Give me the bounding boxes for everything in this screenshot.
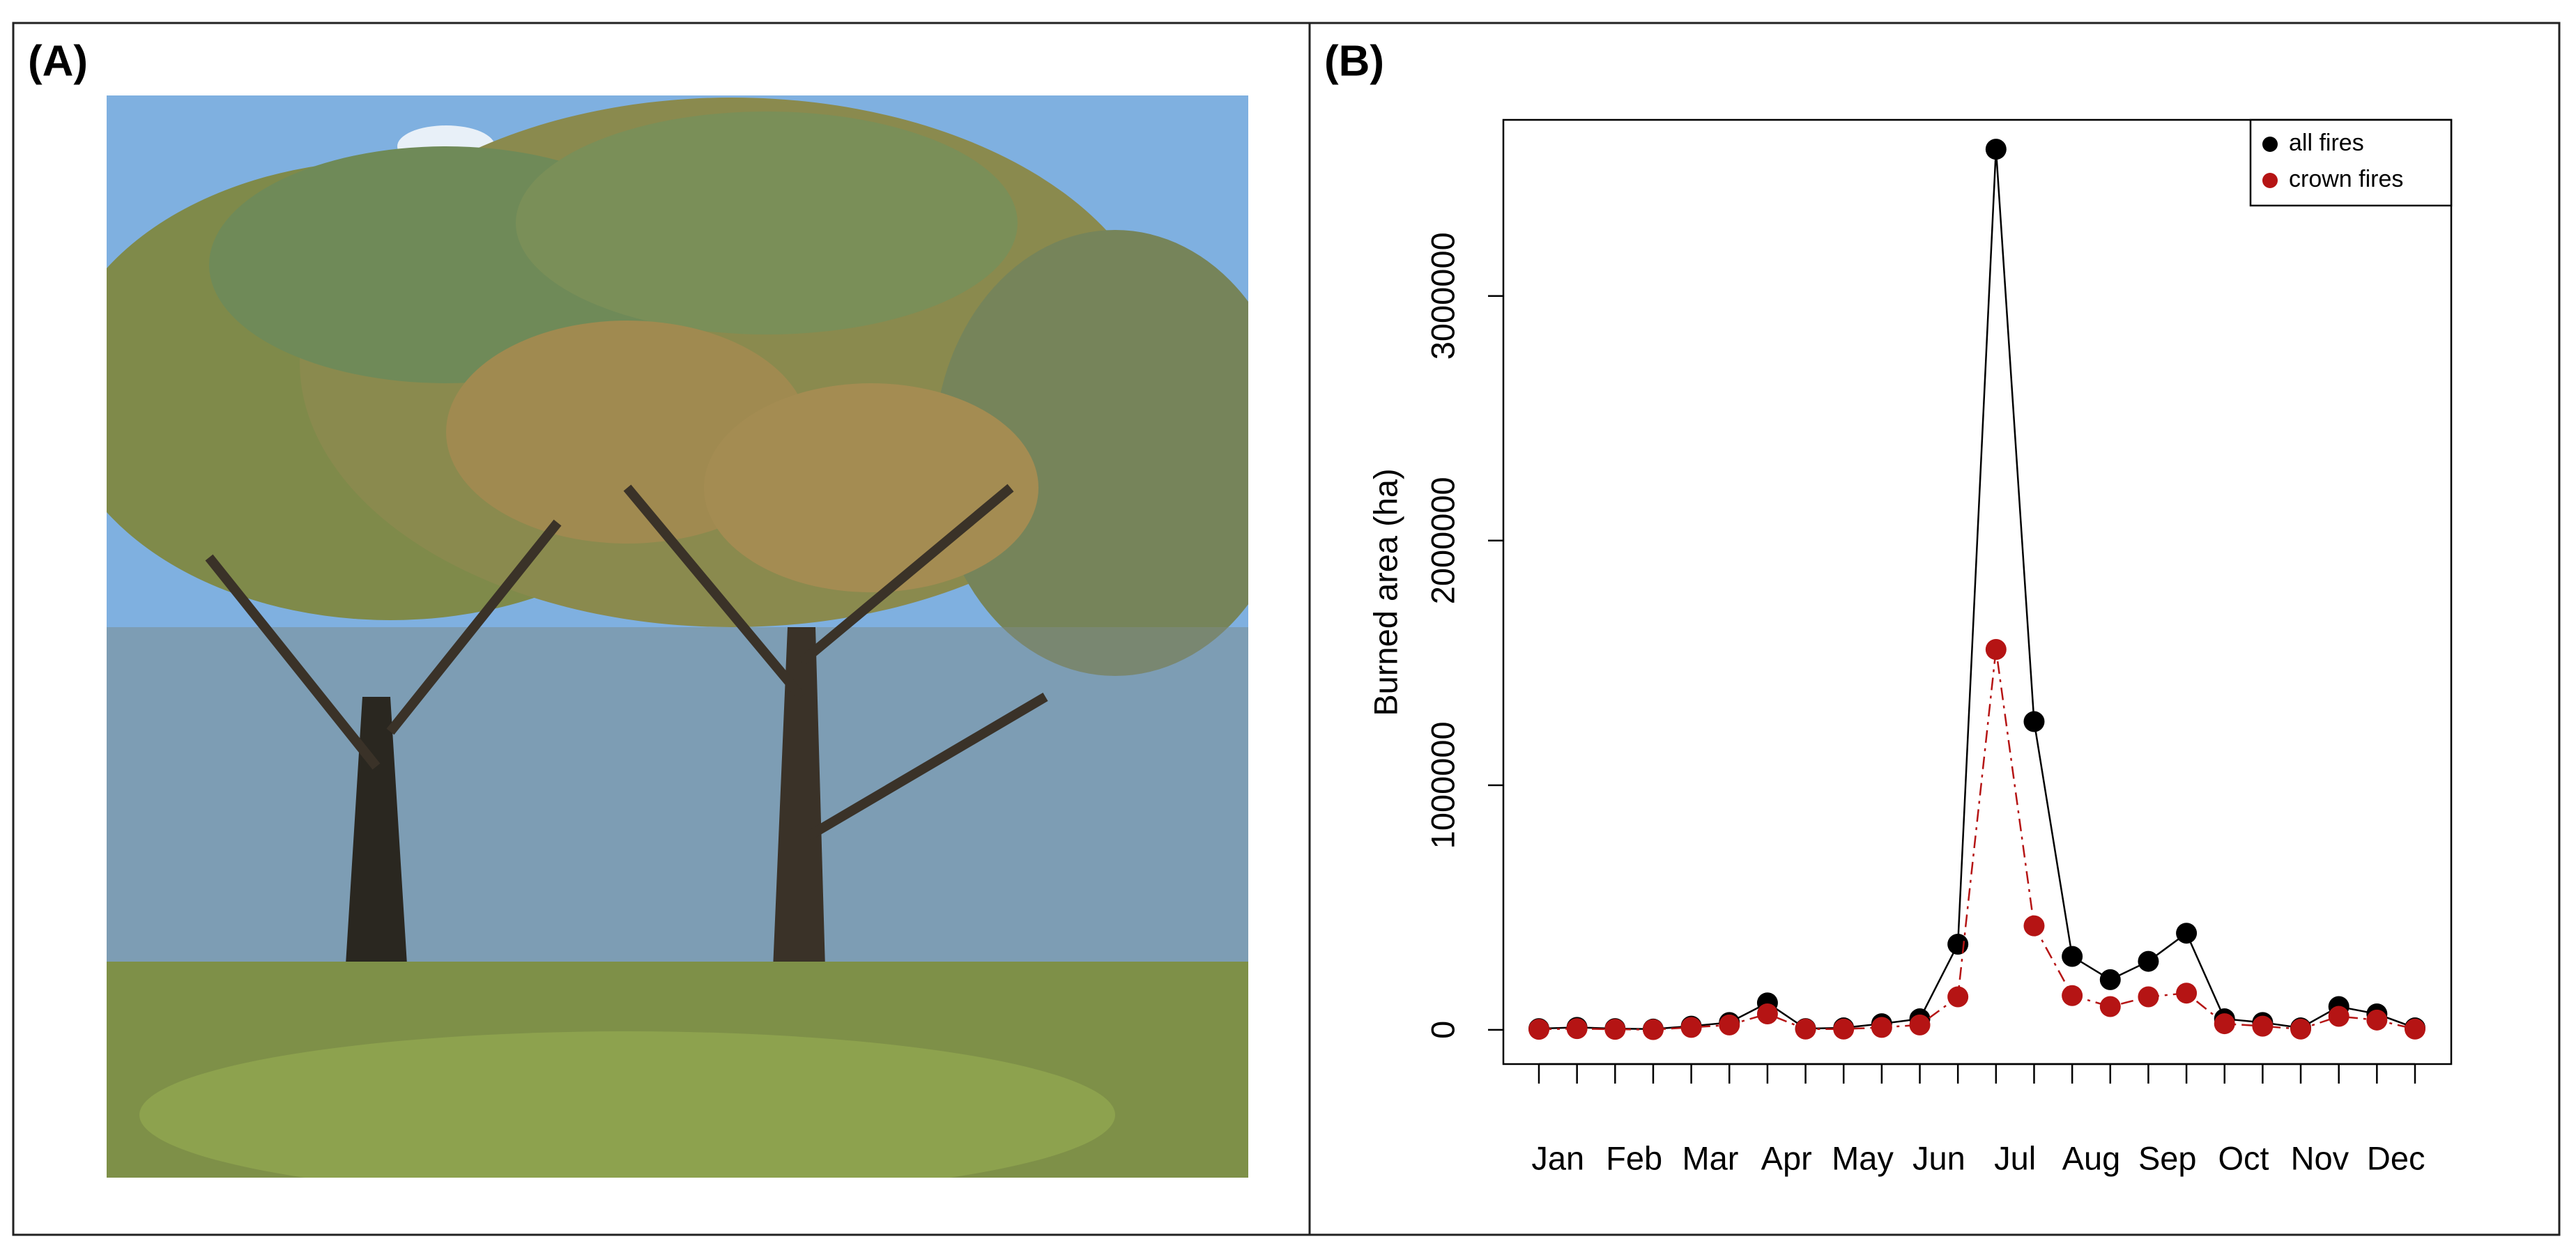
x-tick-label: Oct	[2218, 1139, 2269, 1176]
data-point	[2023, 711, 2045, 732]
data-point	[2138, 950, 2159, 972]
data-point	[1909, 1014, 1931, 1035]
plot-box	[1502, 118, 2453, 1065]
data-point	[2176, 923, 2198, 944]
data-point	[2023, 915, 2045, 937]
photo	[107, 95, 1248, 1178]
chart-title: (B)	[1324, 37, 1384, 85]
data-point	[2252, 1015, 2274, 1037]
x-tick-label: Mar	[1682, 1139, 1738, 1176]
y-tick-label: 1000000	[1424, 721, 1461, 849]
data-point	[2366, 1009, 2388, 1031]
series-line	[1538, 649, 2416, 1031]
y-tick-label: 2000000	[1424, 477, 1461, 604]
y-tick-label: 0	[1424, 1021, 1461, 1039]
x-tick-label: Sep	[2138, 1139, 2197, 1176]
data-point	[1719, 1014, 1740, 1035]
data-point	[1680, 1017, 1702, 1038]
data-point	[1566, 1018, 1588, 1040]
y-tick-label: 3000000	[1424, 232, 1461, 360]
data-point	[1985, 139, 2007, 160]
data-point	[2176, 983, 2198, 1004]
data-point	[1985, 638, 2007, 660]
data-point	[2405, 1018, 2425, 1040]
data-point	[1756, 1003, 1778, 1025]
legend-box	[2249, 118, 2453, 207]
y-axis-label: Burned area (ha)	[1367, 468, 1404, 716]
data-point	[2099, 996, 2121, 1017]
data-point	[1833, 1018, 1855, 1040]
data-point	[1528, 1019, 1549, 1040]
data-point	[2062, 985, 2083, 1006]
data-point	[1947, 933, 1969, 955]
data-point	[2328, 1006, 2349, 1027]
data-point	[1604, 1019, 1626, 1040]
data-point	[2290, 1018, 2312, 1040]
x-tick-label: Jun	[1912, 1139, 1965, 1176]
data-point	[1642, 1019, 1664, 1040]
data-point	[1871, 1017, 1892, 1038]
series-line	[1538, 149, 2416, 1031]
x-tick-label: Nov	[2291, 1139, 2349, 1176]
x-tick-label: Jul	[1994, 1139, 2036, 1176]
panel-label: (A)	[28, 37, 88, 85]
x-tick-label: Jan	[1531, 1139, 1584, 1176]
data-point	[2138, 986, 2159, 1008]
legend-marker	[2262, 173, 2278, 188]
frame	[12, 22, 2561, 1236]
legend-marker	[2262, 137, 2278, 152]
data-point	[2214, 1013, 2235, 1035]
x-tick-label: Apr	[1761, 1139, 1812, 1176]
data-point	[1947, 986, 1969, 1008]
legend-label: all fires	[2289, 130, 2364, 156]
data-point	[2099, 969, 2121, 990]
data-point	[2062, 946, 2083, 967]
legend-label: crown fires	[2289, 166, 2403, 192]
x-tick-label: Dec	[2367, 1139, 2425, 1176]
x-tick-label: Aug	[2062, 1139, 2121, 1176]
x-tick-label: Feb	[1606, 1139, 1662, 1176]
data-point	[1795, 1018, 1816, 1040]
x-tick-label: May	[1832, 1139, 1894, 1176]
